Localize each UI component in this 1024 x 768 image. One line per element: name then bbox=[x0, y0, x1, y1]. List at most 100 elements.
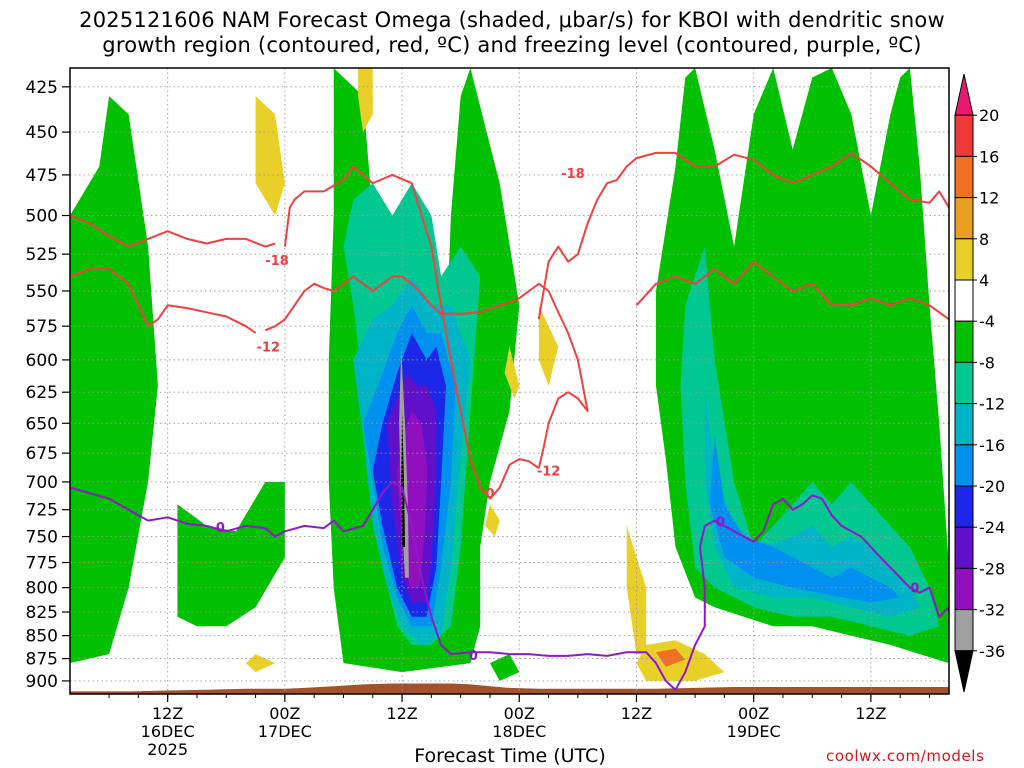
colorbar-swatch-6 bbox=[954, 320, 974, 363]
y-tick-label-525: 525 bbox=[26, 245, 58, 265]
contour-line-7 bbox=[70, 480, 949, 691]
contour-label-4: 0 bbox=[216, 521, 225, 536]
colorbar-label-10: -24 bbox=[979, 518, 1005, 537]
colorbar-label-2: 12 bbox=[979, 189, 999, 208]
contour-line-6 bbox=[635, 260, 949, 321]
x-tick-label-42-0: 00Z bbox=[504, 704, 535, 723]
colorbar-swatch-8 bbox=[954, 403, 974, 446]
plot-frame bbox=[69, 67, 950, 695]
contour-label-7: 0 bbox=[910, 582, 919, 597]
y-tick-label-475: 475 bbox=[26, 166, 58, 186]
y-tick-label-675: 675 bbox=[26, 444, 58, 464]
omega-region-13 bbox=[656, 648, 686, 667]
omega-region-6 bbox=[538, 305, 559, 386]
terrain-surface bbox=[70, 683, 949, 694]
contour-label-0: -18 bbox=[265, 254, 289, 269]
colorbar-swatch-7 bbox=[954, 361, 974, 405]
colorbar-swatch-12 bbox=[954, 567, 974, 611]
y-tick-label-450: 450 bbox=[26, 123, 58, 143]
credit-link[interactable]: coolwx.com/models bbox=[826, 747, 985, 765]
x-tick-label-42-1: 18DEC bbox=[492, 722, 546, 741]
contour-label-1: -12 bbox=[257, 341, 281, 356]
colorbar-cap-top bbox=[954, 73, 974, 116]
y-tick-label-825: 825 bbox=[26, 603, 58, 623]
x-tick-label-30-0: 12Z bbox=[386, 704, 417, 723]
omega-region-24 bbox=[401, 411, 405, 547]
y-tick-label-650: 650 bbox=[26, 414, 58, 434]
colorbar-label-5: -4 bbox=[979, 312, 995, 331]
y-tick-label-875: 875 bbox=[26, 650, 58, 670]
contour-label-8: 0 bbox=[485, 487, 494, 502]
omega-region-0 bbox=[70, 96, 158, 664]
omega-region-23 bbox=[399, 349, 409, 578]
grid-lines bbox=[70, 68, 949, 694]
colorbar-swatch-10 bbox=[954, 485, 974, 528]
x-tick-label-18-1: 17DEC bbox=[258, 722, 312, 741]
colorbar-legend: 20 16 12 8 4 -4 -8 -12 -16 -20 -24 -28 -32 -36 bbox=[954, 73, 1005, 693]
colorbar-swatch-4 bbox=[954, 238, 974, 281]
y-tick-label-900: 900 bbox=[26, 672, 58, 692]
contour-line-3 bbox=[499, 282, 589, 469]
colorbar-label-1: 16 bbox=[979, 147, 999, 166]
x-axis-label: Forecast Time (UTC) bbox=[414, 745, 606, 767]
y-tick-label-625: 625 bbox=[26, 383, 58, 403]
colorbar-label-6: -8 bbox=[979, 353, 995, 372]
colorbar-swatch-13 bbox=[954, 609, 974, 652]
contour-label-2: -12 bbox=[537, 465, 561, 480]
colorbar-label-12: -32 bbox=[979, 601, 1005, 620]
y-tick-label-700: 700 bbox=[26, 473, 58, 493]
colorbar-label-3: 8 bbox=[979, 230, 989, 249]
chart-title-line-2: growth region (contoured, red, ºC) and f… bbox=[102, 33, 922, 57]
colorbar-label-7: -12 bbox=[979, 395, 1005, 414]
y-tick-label-850: 850 bbox=[26, 627, 58, 647]
x-tick-label-6-2: 2025 bbox=[147, 740, 188, 759]
omega-shading bbox=[70, 68, 949, 681]
omega-region-3 bbox=[255, 96, 285, 216]
colorbar-swatch-11 bbox=[954, 526, 974, 569]
omega-region-7 bbox=[485, 504, 500, 537]
contour-line-2 bbox=[70, 268, 257, 334]
colorbar-swatch-9 bbox=[954, 444, 974, 487]
colorbar-swatch-3 bbox=[954, 197, 974, 240]
colorbar-swatch-2 bbox=[954, 155, 974, 199]
y-tick-label-600: 600 bbox=[26, 351, 58, 371]
omega-region-11 bbox=[490, 654, 520, 681]
colorbar-cap-bottom bbox=[954, 650, 974, 693]
y-tick-label-750: 750 bbox=[26, 528, 58, 548]
x-tick-label-78-0: 12Z bbox=[855, 704, 886, 723]
colorbar-label-11: -28 bbox=[979, 559, 1005, 578]
omega-region-4 bbox=[358, 68, 373, 133]
colorbar-label-9: -20 bbox=[979, 477, 1005, 496]
y-tick-label-575: 575 bbox=[26, 317, 58, 337]
contour-line-0 bbox=[70, 214, 276, 248]
y-tick-label-775: 775 bbox=[26, 554, 58, 574]
terrain bbox=[70, 683, 949, 694]
colorbar-label-13: -36 bbox=[979, 642, 1005, 661]
y-tick-label-500: 500 bbox=[26, 207, 58, 227]
colorbar-swatch-5 bbox=[954, 279, 974, 322]
x-tick-label-6-0: 12Z bbox=[152, 704, 183, 723]
contour-labels: -18 -12 -12 -18 0 0 0 0 0 bbox=[216, 167, 919, 664]
y-tick-label-800: 800 bbox=[26, 579, 58, 599]
contour-label-5: 0 bbox=[469, 649, 478, 664]
colorbar-label-0: 20 bbox=[979, 106, 999, 125]
y-tick-label-425: 425 bbox=[26, 78, 58, 98]
y-axis: 425 450 475 500 525 550 575 600 625 650 675 700 725 7… bbox=[26, 78, 70, 692]
y-tick-label-550: 550 bbox=[26, 282, 58, 302]
chart-title-line-1: 2025121606 NAM Forecast Omega (shaded, μ… bbox=[79, 8, 945, 32]
x-tick-label-66-0: 00Z bbox=[738, 704, 769, 723]
x-tick-label-6-1: 16DEC bbox=[141, 722, 195, 741]
colorbar-label-8: -16 bbox=[979, 436, 1005, 455]
y-tick-label-725: 725 bbox=[26, 501, 58, 521]
colorbar-label-4: 4 bbox=[979, 271, 989, 290]
x-tick-label-54-0: 12Z bbox=[621, 704, 652, 723]
colorbar-swatch-1 bbox=[954, 114, 974, 157]
contour-line-1 bbox=[283, 165, 540, 500]
omega-region-10 bbox=[245, 654, 276, 673]
contours bbox=[70, 151, 949, 691]
x-tick-label-66-1: 19DEC bbox=[727, 722, 781, 741]
x-tick-label-18-0: 00Z bbox=[269, 704, 300, 723]
contour-line-5 bbox=[537, 151, 949, 320]
